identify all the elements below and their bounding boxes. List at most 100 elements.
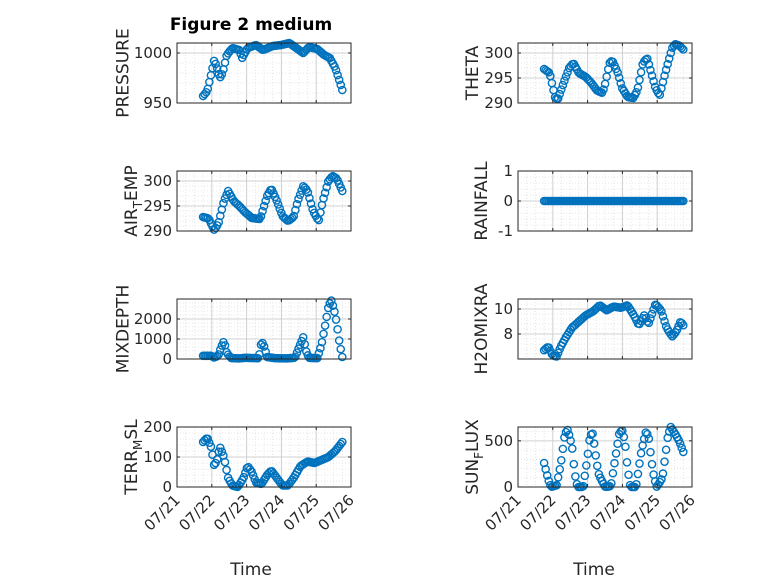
h2omixra-data-point <box>647 309 657 319</box>
h2omixra-y-tick-label: 10 <box>494 300 513 318</box>
theta-y-tick-label: 295 <box>484 69 513 87</box>
sun-flux-data-point <box>677 443 687 453</box>
terr-msl-data-point <box>239 472 249 482</box>
h2omixra-data-point <box>644 318 654 328</box>
sun-flux-data-point <box>619 432 629 442</box>
air-temp-data-point <box>275 204 285 214</box>
sun-flux-data-point <box>633 469 643 479</box>
x-axis-label-right: Time <box>572 560 615 580</box>
sun-flux-data-point <box>643 429 652 439</box>
h2omixra-data-point <box>658 312 668 321</box>
h2omixra-data-point <box>660 316 669 326</box>
sun-flux-data-point <box>567 444 577 453</box>
pressure-data-point <box>336 80 346 90</box>
terr-msl-data-point <box>211 458 220 468</box>
sun-flux-data-point <box>608 468 618 478</box>
sun-flux-data-point <box>542 471 552 480</box>
mixdepth-y-axis-label: MIXDEPTH <box>114 285 134 374</box>
mixdepth-data-point <box>316 343 325 353</box>
rainfall-y-tick-label: 1 <box>503 162 513 180</box>
theta-data-point <box>679 45 688 54</box>
mixdepth-data-point <box>331 315 341 324</box>
mixdepth-data-point <box>333 324 342 334</box>
sun-flux-data-point <box>661 445 671 455</box>
pressure-y-axis-label: PRESSURE <box>114 28 134 117</box>
h2omixra-data-point <box>679 320 688 330</box>
pressure-data-point <box>211 59 220 69</box>
terr-msl-data-point <box>337 437 347 447</box>
air-temp-data-point <box>305 193 314 203</box>
sun-flux-data-point <box>591 451 601 460</box>
sun-flux-data-point <box>635 459 644 468</box>
terr-msl-data-point <box>217 447 227 456</box>
theta-data-point <box>633 83 643 92</box>
theta-y-tick-label: 300 <box>484 44 513 62</box>
sun-flux-data-point <box>588 429 597 438</box>
theta-data-point <box>636 67 646 77</box>
sun-flux-data-point <box>679 447 688 457</box>
theta-data-point <box>660 71 669 81</box>
terr-msl-data-point <box>205 438 214 448</box>
sun-flux-data-point <box>632 480 641 489</box>
sun-flux-data-point <box>621 442 630 452</box>
sun-flux-data-point <box>647 459 657 469</box>
mixdepth-data-point <box>294 344 303 353</box>
h2omixra-y-axis-label: H2OMIXRA <box>472 283 492 374</box>
pressure-y-tick-label: 950 <box>143 94 172 112</box>
terr-msl-data-point <box>336 439 346 449</box>
sun-flux-y-tick-label: 0 <box>503 478 513 496</box>
air-temp-y-tick-label: 295 <box>143 197 172 215</box>
theta-data-point <box>613 68 622 77</box>
h2omixra-data-point <box>646 314 655 323</box>
mixdepth-data-point <box>323 303 333 313</box>
theta-data-point <box>557 85 566 94</box>
theta-data-point <box>677 43 687 53</box>
theta-data-point <box>666 48 676 58</box>
mixdepth-data-point <box>292 348 302 358</box>
air-temp-data-point <box>294 194 303 204</box>
sun-flux-data-point <box>566 436 575 446</box>
terr-msl-data-point <box>203 434 213 444</box>
x-axis-label-left: Time <box>229 560 272 580</box>
mixdepth-data-point <box>317 337 327 347</box>
theta-data-point <box>663 59 672 69</box>
rainfall-y-tick-label: -1 <box>498 222 513 240</box>
theta-y-tick-label: 290 <box>484 94 513 112</box>
air-temp-data-point <box>272 196 281 205</box>
mixdepth-data-point <box>322 312 331 322</box>
pressure-data-point <box>334 75 344 85</box>
theta-y-axis-label: THETA <box>463 45 483 101</box>
theta-data-point <box>555 89 565 99</box>
mixdepth-data-point <box>312 353 322 363</box>
mixdepth-y-tick-label: 1000 <box>134 330 172 348</box>
mixdepth-y-tick-label: 2000 <box>134 310 172 328</box>
theta-data-point <box>614 73 624 82</box>
theta-data-point <box>647 71 657 80</box>
mixdepth-data-point <box>253 353 263 363</box>
mixdepth-axes-box <box>176 298 352 360</box>
mixdepth-data-point <box>337 352 347 362</box>
sun-flux-data-point <box>644 434 654 443</box>
air-temp-data-point <box>322 182 331 192</box>
mixdepth-data-point <box>314 348 324 358</box>
theta-data-point <box>644 60 654 69</box>
mixdepth-data-point <box>334 336 344 345</box>
sun-flux-data-point <box>569 459 579 469</box>
terr-msl-y-axis-label: TERRMSL <box>122 419 145 496</box>
pressure-y-tick-label: 1000 <box>134 44 172 62</box>
terr-msl-y-tick-label: 0 <box>162 478 172 496</box>
sun-flux-data-point <box>613 439 622 449</box>
rainfall-y-axis-label: RAINFALL <box>472 161 492 241</box>
air-temp-axes-box <box>176 170 352 232</box>
h2omixra-axes-box <box>517 298 693 360</box>
sun-flux-data-point <box>657 475 666 484</box>
pressure-data-point <box>297 47 306 57</box>
sun-flux-data-point <box>658 469 668 478</box>
theta-data-point <box>561 72 571 81</box>
air-temp-data-point <box>289 211 299 221</box>
sun-flux-y-tick-label: 500 <box>484 432 513 450</box>
